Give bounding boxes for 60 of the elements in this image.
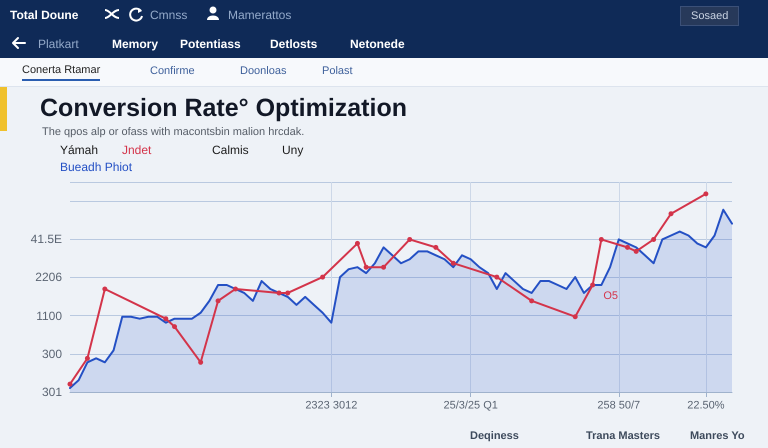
text: Sosaed [680,6,740,26]
text: 300 [40,346,62,361]
point [276,290,282,296]
point [172,324,178,330]
text: Total Doune [10,8,78,22]
text: Confirme [150,65,195,77]
text: Platkart [38,37,79,51]
text: Manres Yo [690,430,745,442]
point [381,264,386,270]
x-tick-label: 22.50% [687,400,725,412]
point [163,316,168,322]
point [285,290,290,296]
x-tick-label: 2323 3012 [305,400,358,412]
x-tick-label: 258 50/7 [597,400,640,412]
text: Bueadh Phiot [60,160,132,174]
point [450,260,456,266]
point [320,274,326,280]
text: Netonede [350,37,405,51]
point [703,191,708,196]
text: Mamerattos [228,8,292,22]
text: Polast [322,65,353,77]
point [354,240,360,246]
point [529,298,534,304]
text: Potentiass [180,37,241,51]
text: Calmis [212,143,249,157]
point [216,298,221,304]
x-tick-label: 25/3/25 Q1 [443,400,498,412]
point [84,356,90,361]
point [198,360,204,365]
text: Conerta Rtamar [22,64,100,81]
point [102,286,108,292]
chart-title: Conversion Rate° Optimization [40,94,407,123]
text: Cmnss [150,8,188,22]
point [651,236,656,242]
point [624,244,630,250]
point [68,382,72,387]
text: 301 [40,385,62,399]
point [598,236,604,242]
point [233,286,238,292]
text: Jndet [122,143,152,157]
text: 1100 [35,308,62,323]
point [407,236,412,242]
point [364,264,369,270]
annotation: O5 [603,290,618,302]
text: Deqiness [470,430,519,442]
point [572,314,578,320]
chart-subtitle: The qpos alp or ofass with macontsbin malion hrcdak. [42,126,304,138]
text: 2206 [34,270,62,284]
text: Yámah [60,143,98,157]
text: 41.5E [30,232,62,246]
text: Uny [282,143,304,157]
text: Doonloas [240,65,286,77]
point [433,244,438,250]
point [494,274,500,280]
point [590,282,596,288]
text: Memory [112,37,158,51]
text: Trana Masters [586,430,660,442]
text: Detlosts [270,37,318,51]
point [634,248,639,254]
point [668,211,674,216]
